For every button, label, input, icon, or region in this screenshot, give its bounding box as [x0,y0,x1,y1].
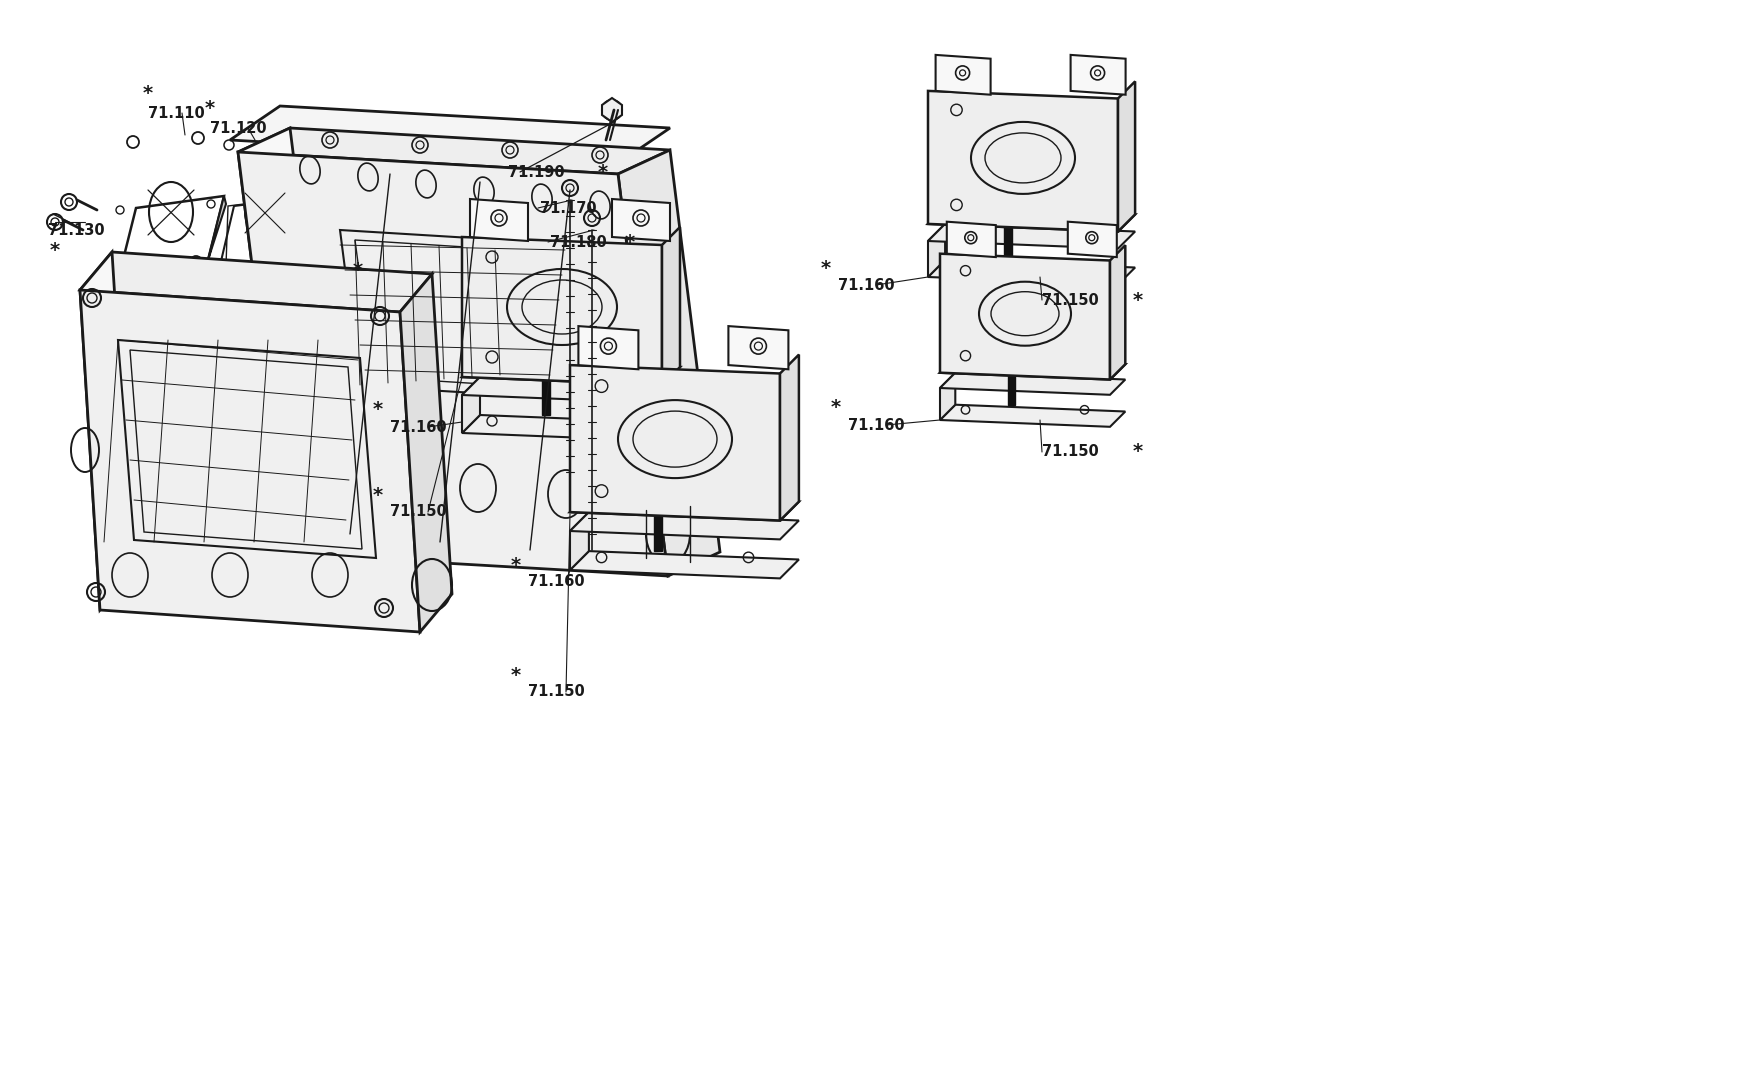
Polygon shape [238,128,670,174]
Polygon shape [602,98,621,122]
Text: 71.150: 71.150 [1042,444,1097,459]
Polygon shape [463,415,680,441]
Polygon shape [463,360,680,385]
Polygon shape [463,377,680,403]
Polygon shape [470,199,527,241]
Text: 71.170: 71.170 [539,200,596,215]
Polygon shape [927,207,1134,231]
Polygon shape [1118,81,1134,231]
Text: *: * [624,232,635,251]
Text: *: * [205,98,216,118]
Polygon shape [927,260,1134,285]
Polygon shape [927,224,1134,248]
Polygon shape [661,227,680,385]
Text: *: * [143,83,153,103]
Polygon shape [570,365,779,520]
Text: 71.150: 71.150 [527,685,584,700]
Polygon shape [80,253,431,312]
Text: 71.180: 71.180 [550,234,607,249]
Polygon shape [80,290,419,632]
Text: *: * [511,666,520,685]
Text: 71.110: 71.110 [148,106,205,121]
Polygon shape [238,152,668,576]
Text: *: * [821,259,831,277]
Polygon shape [729,326,788,369]
Polygon shape [779,354,798,520]
Text: 71.150: 71.150 [390,504,447,520]
Polygon shape [939,357,1125,380]
Text: *: * [1132,290,1143,309]
Polygon shape [205,196,226,268]
Polygon shape [238,128,339,554]
Polygon shape [570,551,798,579]
Polygon shape [230,106,670,162]
Polygon shape [1003,220,1010,260]
Polygon shape [541,373,550,415]
Polygon shape [939,372,1125,395]
Polygon shape [400,274,452,632]
Polygon shape [570,513,588,570]
Text: 71.160: 71.160 [838,277,894,292]
Text: 71.160: 71.160 [527,575,584,590]
Text: *: * [1132,443,1143,461]
Text: *: * [831,398,840,417]
Polygon shape [654,507,663,551]
Polygon shape [612,199,670,241]
Text: *: * [372,486,383,504]
Polygon shape [1069,55,1125,95]
Text: *: * [353,260,363,279]
Polygon shape [1068,221,1116,257]
Polygon shape [570,513,798,539]
Text: 71.160: 71.160 [847,417,904,432]
Polygon shape [939,404,1125,427]
Text: 71.190: 71.190 [508,165,563,180]
Polygon shape [927,91,1118,231]
Polygon shape [570,493,798,520]
Text: *: * [511,555,520,575]
Polygon shape [927,224,944,277]
Polygon shape [1007,370,1014,404]
Polygon shape [939,254,1109,380]
Circle shape [47,214,63,230]
Text: *: * [50,241,61,260]
Text: 71.130: 71.130 [49,223,104,238]
Text: *: * [372,400,383,419]
Text: 71.160: 71.160 [390,419,447,434]
Polygon shape [939,372,955,421]
Polygon shape [617,150,720,576]
Polygon shape [577,326,638,369]
Polygon shape [118,260,209,280]
Polygon shape [1109,245,1125,380]
Polygon shape [463,377,480,433]
Polygon shape [936,55,989,95]
Polygon shape [80,253,132,610]
Polygon shape [463,236,661,385]
Text: *: * [598,163,607,182]
Text: 71.150: 71.150 [1042,292,1097,307]
Text: 71.120: 71.120 [210,121,266,136]
Circle shape [61,194,77,210]
Polygon shape [946,221,995,257]
